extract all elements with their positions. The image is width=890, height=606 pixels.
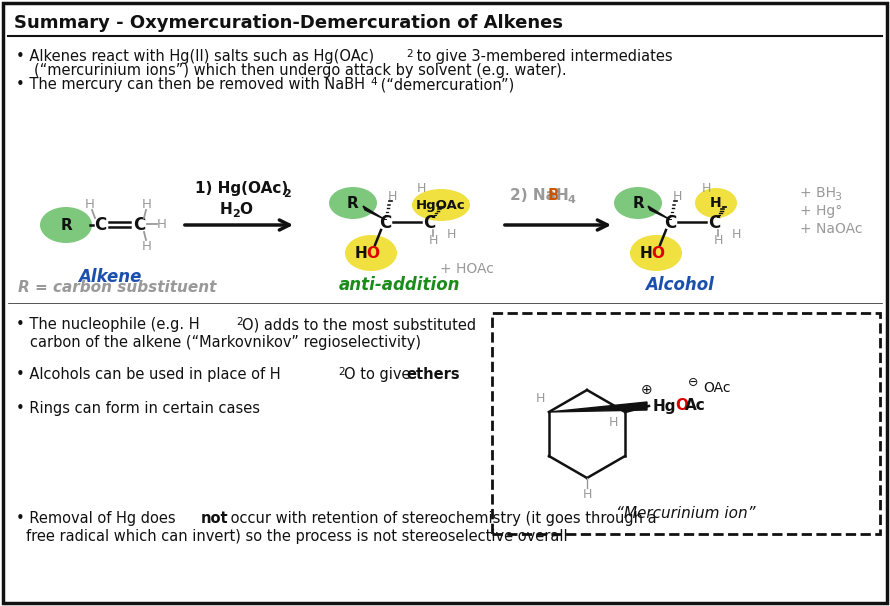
Text: C: C	[133, 216, 145, 234]
Text: 2: 2	[283, 189, 291, 199]
Ellipse shape	[630, 235, 682, 271]
Text: H: H	[732, 228, 740, 242]
Ellipse shape	[329, 187, 377, 219]
Text: 4: 4	[568, 195, 576, 205]
Text: “Mercurinium ion”: “Mercurinium ion”	[616, 507, 756, 522]
Text: H: H	[428, 235, 438, 247]
Text: H: H	[157, 219, 167, 231]
Text: H: H	[354, 245, 368, 261]
Text: R: R	[632, 196, 643, 210]
Text: Hg: Hg	[653, 399, 676, 413]
Text: 2: 2	[406, 49, 413, 59]
Ellipse shape	[345, 235, 397, 271]
Text: C: C	[423, 214, 435, 232]
Text: 4: 4	[370, 77, 376, 87]
Text: O: O	[367, 245, 379, 261]
Text: 2: 2	[232, 209, 239, 219]
Text: + HOAc: + HOAc	[440, 262, 494, 276]
Text: • The mercury can then be removed with NaBH: • The mercury can then be removed with N…	[16, 77, 365, 92]
Text: Summary - Oxymercuration-Demercuration of Alkenes: Summary - Oxymercuration-Demercuration o…	[14, 14, 563, 32]
Text: C: C	[664, 214, 676, 232]
Text: H: H	[142, 198, 152, 210]
Polygon shape	[549, 402, 647, 412]
Text: H: H	[536, 391, 546, 404]
Text: H: H	[85, 198, 95, 210]
Ellipse shape	[614, 187, 662, 219]
Text: C: C	[708, 214, 720, 232]
Text: O: O	[239, 202, 252, 216]
Ellipse shape	[695, 188, 737, 218]
Text: + NaOAc: + NaOAc	[800, 222, 862, 236]
Text: 3: 3	[834, 192, 841, 202]
Text: H: H	[582, 487, 592, 501]
Text: 2: 2	[236, 317, 243, 327]
Text: HgOAc: HgOAc	[417, 199, 465, 211]
Text: + Hg°: + Hg°	[800, 204, 842, 218]
Text: • Alkenes react with Hg(II) salts such as Hg(OAc): • Alkenes react with Hg(II) salts such a…	[16, 49, 374, 64]
Text: ⊕: ⊕	[641, 383, 652, 397]
Polygon shape	[648, 206, 669, 219]
Text: H: H	[672, 190, 682, 204]
Text: 2: 2	[338, 367, 344, 377]
Text: ⊖: ⊖	[688, 376, 699, 388]
Text: Ac: Ac	[685, 399, 706, 413]
Text: B: B	[548, 187, 560, 202]
Text: not: not	[201, 511, 229, 526]
Text: H: H	[609, 416, 618, 428]
Text: O: O	[651, 245, 665, 261]
Text: H: H	[142, 239, 152, 253]
Text: R: R	[347, 196, 359, 210]
Text: H: H	[220, 202, 233, 216]
Text: anti-addition: anti-addition	[338, 276, 460, 294]
Ellipse shape	[40, 207, 92, 243]
Text: O to give: O to give	[344, 367, 415, 382]
Text: occur with retention of stereochemistry (it goes through a: occur with retention of stereochemistry …	[226, 511, 657, 526]
Text: OAc: OAc	[703, 381, 731, 395]
Text: (“demercuration”): (“demercuration”)	[376, 77, 514, 92]
FancyBboxPatch shape	[492, 313, 880, 534]
Text: 2) Na: 2) Na	[510, 187, 556, 202]
Text: carbon of the alkene (“Markovnikov” regioselectivity): carbon of the alkene (“Markovnikov” regi…	[30, 335, 421, 350]
Text: • Alcohols can be used in place of H: • Alcohols can be used in place of H	[16, 367, 280, 382]
Text: (“mercurinium ions”) which then undergo attack by solvent (e.g. water).: (“mercurinium ions”) which then undergo …	[34, 63, 567, 78]
Text: C: C	[379, 214, 391, 232]
Text: Alkene: Alkene	[78, 268, 142, 286]
Text: to give 3-membered intermediates: to give 3-membered intermediates	[412, 49, 673, 64]
Text: • Removal of Hg does: • Removal of Hg does	[16, 511, 181, 526]
Text: free radical which can invert) so the process is not stereoselective overall: free radical which can invert) so the pr…	[26, 529, 568, 544]
Text: O: O	[675, 399, 688, 413]
FancyBboxPatch shape	[3, 3, 887, 603]
Text: H: H	[640, 245, 652, 261]
Text: 1) Hg(OAc): 1) Hg(OAc)	[195, 182, 288, 196]
Text: H: H	[556, 187, 569, 202]
Ellipse shape	[412, 189, 470, 221]
Text: • Rings can form in certain cases: • Rings can form in certain cases	[16, 401, 260, 416]
Text: • The nucleophile (e.g. H: • The nucleophile (e.g. H	[16, 317, 199, 332]
Text: H: H	[713, 235, 723, 247]
Text: + BH: + BH	[800, 186, 836, 200]
Text: H: H	[387, 190, 397, 204]
Text: C: C	[93, 216, 106, 234]
Text: O) adds to the most substituted: O) adds to the most substituted	[242, 317, 476, 332]
Text: H: H	[710, 196, 722, 210]
Text: ethers: ethers	[406, 367, 459, 382]
Text: Alcohol: Alcohol	[645, 276, 715, 294]
Text: H: H	[417, 182, 425, 196]
Polygon shape	[363, 206, 384, 219]
Text: R = carbon substituent: R = carbon substituent	[18, 279, 216, 295]
Text: H: H	[446, 228, 456, 242]
Text: H: H	[701, 182, 711, 196]
Text: R: R	[61, 218, 72, 233]
